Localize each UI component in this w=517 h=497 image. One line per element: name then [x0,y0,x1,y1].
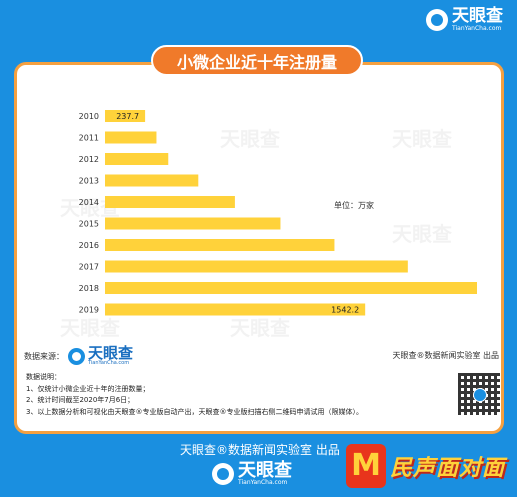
category-label: 2019 [79,306,99,315]
producer-credit: 天眼查®数据新闻实验室 出品 [392,351,499,360]
source-label: 数据来源： [24,351,64,361]
brand-name: 天眼查 [452,6,503,26]
data-notes: 数据说明： 1、仅统计小微企业近十年的注册数量； 2、统计时间截至2020年7月… [26,372,363,418]
bar-2014 [105,196,235,208]
brand-url: TianYanCha.com [452,25,502,32]
category-label: 2018 [79,284,99,293]
brand-logo-top: 天眼查 TianYanCha.com [426,8,503,32]
bar-2012 [105,153,169,165]
bar-2015 [105,217,281,230]
bar-2010 [105,110,146,122]
source-logo-url: TianYanCha.com [88,360,130,366]
category-label: 2014 [79,198,99,207]
category-label: 2013 [79,177,99,186]
watermark: 天眼查 [230,316,290,340]
qr-logo-icon [473,388,487,402]
category-label: 2012 [79,155,99,164]
category-label: 2011 [79,134,99,143]
footer-logo: 天眼查 TianYanCha.com [212,462,292,486]
notes-heading: 数据说明： [26,373,61,381]
bar-2019 [105,303,366,316]
bar-2017 [105,260,408,273]
footer-logo-name: 天眼查 [238,460,292,481]
bar-2013 [105,174,199,187]
partner-name: 民声面对面 [390,456,506,481]
source-logo-name: 天眼查 [88,344,134,362]
notes-item: 1、仅统计小微企业近十年的注册数量； [26,384,150,393]
category-label: 2016 [79,241,99,250]
bar-2011 [105,131,157,144]
footer-credit: 天眼查®数据新闻实验室 出品 [180,443,340,457]
category-label: 2017 [79,263,99,272]
watermark: 天眼查 [220,127,280,151]
source-eye-icon [68,347,85,365]
bar-2016 [105,239,335,251]
footer-logo-url: TianYanCha.com [238,479,288,486]
data-source: 数据来源： 天眼查 TianYanCha.com [24,346,133,366]
qr-code-icon[interactable] [458,373,500,415]
category-label: 2010 [79,112,99,121]
category-label: 2015 [79,220,99,229]
notes-item: 3、以上数据分析和可视化由天眼查®专业版自动产出，天眼查®专业版扫描右侧二维码申… [26,407,363,416]
brand-eye-icon [426,9,448,31]
unit-label: 单位：万家 [334,201,374,210]
partner-mark: M [346,444,386,488]
partner-logo: M 民声面对面 [346,440,512,494]
watermark: 天眼查 [60,316,120,340]
notes-item: 2、统计时间截至2020年7月6日； [26,396,135,404]
bar-2018 [105,282,477,294]
chart-title: 小微企业近十年注册量 [151,45,363,76]
source-logo: 天眼查 TianYanCha.com [68,346,133,366]
footer-eye-icon [212,463,234,485]
watermark: 天眼查 [392,127,452,151]
data-label: 237.7 [116,112,139,121]
watermark: 天眼查 [392,222,452,246]
data-label: 1542.2 [331,306,359,315]
